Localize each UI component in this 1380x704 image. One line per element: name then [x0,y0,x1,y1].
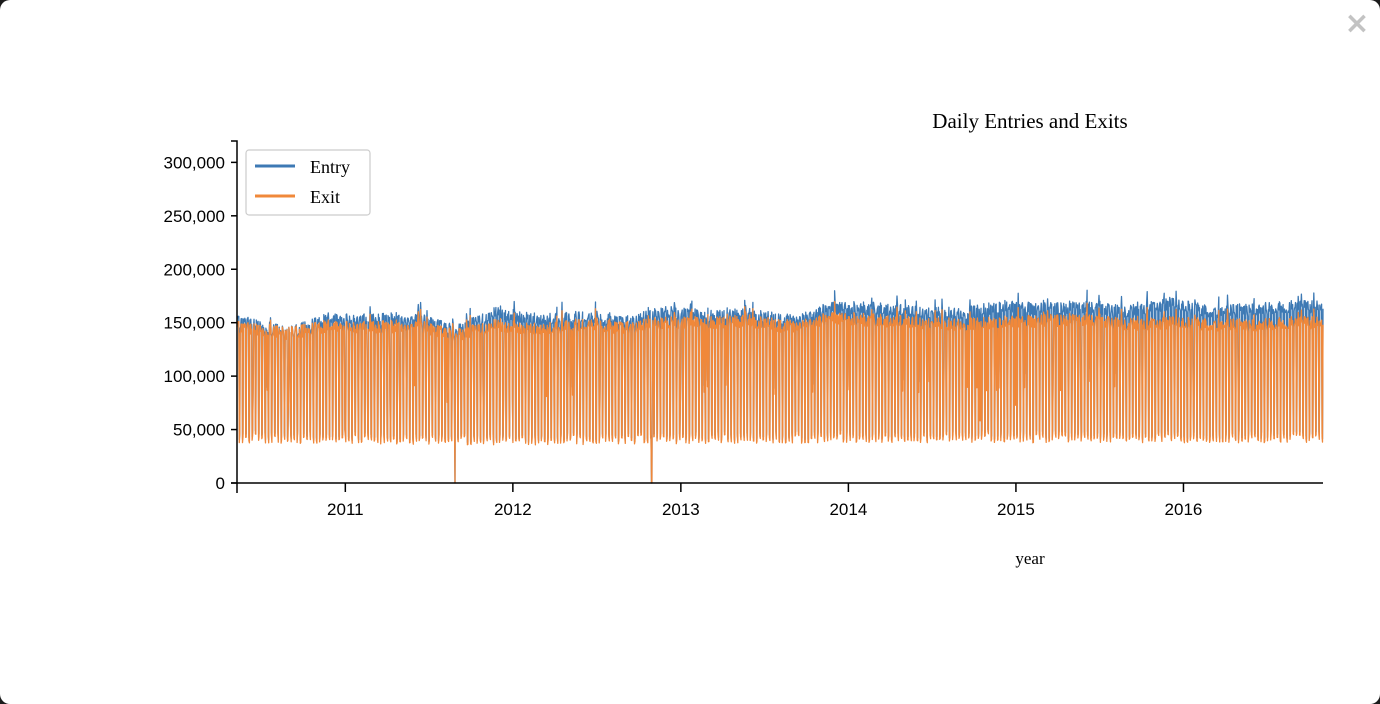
y-tick-label: 0 [216,474,225,493]
legend-label-entry: Entry [310,157,350,177]
y-axis: 0 50,000 100,000 150,000 200,000 250,000 300,0… [164,141,237,493]
legend: Entry Exit [246,150,370,215]
x-axis: 2011 2012 2013 2014 2015 2016 [237,483,1323,519]
x-tick-label: 2011 [327,500,364,519]
y-axis-line [231,141,237,483]
x-tick-label: 2015 [997,500,1035,519]
chart-title: Daily Entries and Exits [932,109,1127,133]
x-tick-label: 2014 [829,500,867,519]
y-tick-label: 300,000 [164,153,225,172]
series-layer [237,290,1323,483]
y-tick-label: 250,000 [164,207,225,226]
y-tick-label: 100,000 [164,367,225,386]
legend-label-exit: Exit [310,187,340,207]
x-axis-line [237,483,1323,493]
series-line-exit [237,302,1323,484]
y-tick-label: 150,000 [164,314,225,333]
x-tick-label: 2013 [662,500,700,519]
x-tick-label: 2016 [1165,500,1203,519]
x-axis-label: year [1015,549,1045,568]
x-tick-label: 2012 [494,500,532,519]
y-tick-label: 200,000 [164,260,225,279]
y-tick-label: 50,000 [173,421,225,440]
legend-box [246,150,370,215]
